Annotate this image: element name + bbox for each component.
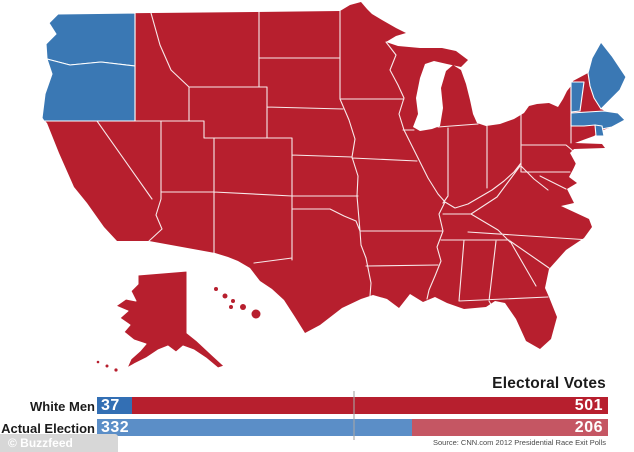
us-election-map xyxy=(41,2,627,372)
state-maine xyxy=(587,41,627,110)
bar-track-actual-election: 332 206 xyxy=(97,419,608,436)
contiguous-us-landmass xyxy=(42,2,626,349)
bar-label-white-men: White Men xyxy=(30,399,95,414)
state-alaska xyxy=(115,270,225,369)
value-white-men-republican: 501 xyxy=(574,396,603,414)
state-oregon xyxy=(41,58,136,122)
state-vermont xyxy=(570,81,585,113)
alaska-aleutian-islands xyxy=(96,360,118,372)
state-rhode-island xyxy=(594,124,605,137)
bar-label-actual-election: Actual Election xyxy=(1,421,95,436)
electoral-votes-title: Electoral Votes xyxy=(492,375,606,392)
state-massachusetts xyxy=(570,110,626,130)
value-actual-election-democrat: 332 xyxy=(101,418,130,436)
bar-segment-actual-election-democrat: 332 xyxy=(97,418,413,436)
bar-segment-actual-election-republican: 206 xyxy=(412,419,608,436)
value-actual-election-republican: 206 xyxy=(574,418,603,436)
state-washington xyxy=(45,12,136,67)
source-note: Source: CNN.com 2012 Presidential Race E… xyxy=(433,438,606,447)
bar-row-white-men: White Men 37 501 xyxy=(0,397,634,414)
value-white-men-democrat: 37 xyxy=(101,396,120,414)
bar-row-actual-election: Actual Election 332 206 xyxy=(0,419,634,436)
270-votes-threshold-line xyxy=(353,391,355,440)
state-hawaii xyxy=(214,287,261,319)
bar-segment-white-men-republican: 501 xyxy=(132,397,608,414)
bar-track-white-men: 37 501 xyxy=(97,397,608,414)
bar-segment-white-men-democrat: 37 xyxy=(97,396,133,414)
buzzfeed-watermark: © Buzzfeed xyxy=(0,434,118,452)
